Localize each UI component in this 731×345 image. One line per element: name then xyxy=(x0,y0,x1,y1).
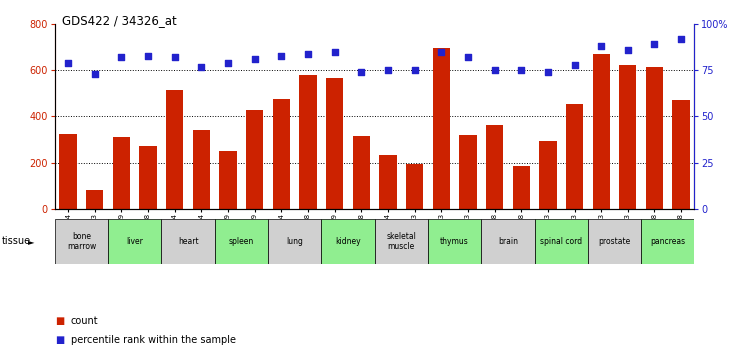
Bar xyxy=(593,54,610,209)
Text: percentile rank within the sample: percentile rank within the sample xyxy=(71,335,236,345)
Bar xyxy=(246,109,263,209)
Bar xyxy=(428,219,481,264)
Bar xyxy=(193,130,210,209)
Point xyxy=(409,68,420,73)
Bar xyxy=(673,100,690,209)
Point xyxy=(622,47,634,53)
Bar xyxy=(326,78,344,209)
Bar xyxy=(108,219,162,264)
Bar xyxy=(268,219,322,264)
Bar xyxy=(486,125,503,209)
Point xyxy=(648,42,660,47)
Bar xyxy=(162,219,215,264)
Bar xyxy=(140,146,156,209)
Bar xyxy=(113,137,130,209)
Text: kidney: kidney xyxy=(336,237,361,246)
Text: bone
marrow: bone marrow xyxy=(67,232,96,251)
Text: thymus: thymus xyxy=(440,237,469,246)
Text: ►: ► xyxy=(28,237,34,246)
Point xyxy=(276,53,287,58)
Point xyxy=(355,69,367,75)
Bar xyxy=(534,219,588,264)
Point xyxy=(89,71,101,77)
Text: prostate: prostate xyxy=(599,237,631,246)
Bar xyxy=(59,134,77,209)
Point xyxy=(169,55,181,60)
Bar xyxy=(322,219,374,264)
Text: heart: heart xyxy=(178,237,198,246)
Point xyxy=(489,68,501,73)
Bar xyxy=(379,155,397,209)
Point xyxy=(196,64,208,69)
Bar xyxy=(219,151,237,209)
Bar xyxy=(619,65,637,209)
Point xyxy=(143,53,154,58)
Text: tissue: tissue xyxy=(1,237,31,246)
Point xyxy=(382,68,394,73)
Text: liver: liver xyxy=(126,237,143,246)
Bar xyxy=(641,219,694,264)
Point xyxy=(569,62,580,68)
Bar xyxy=(374,219,428,264)
Bar xyxy=(459,135,477,209)
Bar xyxy=(406,164,423,209)
Point xyxy=(302,51,314,57)
Point xyxy=(515,68,527,73)
Point xyxy=(115,55,127,60)
Bar xyxy=(215,219,268,264)
Text: ■: ■ xyxy=(55,335,64,345)
Text: count: count xyxy=(71,316,99,326)
Bar xyxy=(86,190,104,209)
Bar xyxy=(300,75,317,209)
Point xyxy=(329,49,341,55)
Text: pancreas: pancreas xyxy=(651,237,686,246)
Point xyxy=(542,69,553,75)
Point xyxy=(249,57,260,62)
Bar xyxy=(512,166,530,209)
Bar xyxy=(352,136,370,209)
Point xyxy=(436,49,447,55)
Bar xyxy=(588,219,641,264)
Point xyxy=(62,60,74,66)
Bar xyxy=(273,99,290,209)
Bar xyxy=(539,141,556,209)
Point xyxy=(675,36,687,42)
Point xyxy=(222,60,234,66)
Bar xyxy=(166,90,183,209)
Bar xyxy=(481,219,534,264)
Text: brain: brain xyxy=(498,237,518,246)
Bar xyxy=(566,104,583,209)
Text: skeletal
muscle: skeletal muscle xyxy=(387,232,416,251)
Text: lung: lung xyxy=(287,237,303,246)
Bar xyxy=(55,219,108,264)
Point xyxy=(462,55,474,60)
Text: GDS422 / 34326_at: GDS422 / 34326_at xyxy=(62,14,177,27)
Text: ■: ■ xyxy=(55,316,64,326)
Text: spinal cord: spinal cord xyxy=(540,237,583,246)
Text: spleen: spleen xyxy=(229,237,254,246)
Bar xyxy=(645,67,663,209)
Bar xyxy=(433,48,450,209)
Point xyxy=(595,43,607,49)
